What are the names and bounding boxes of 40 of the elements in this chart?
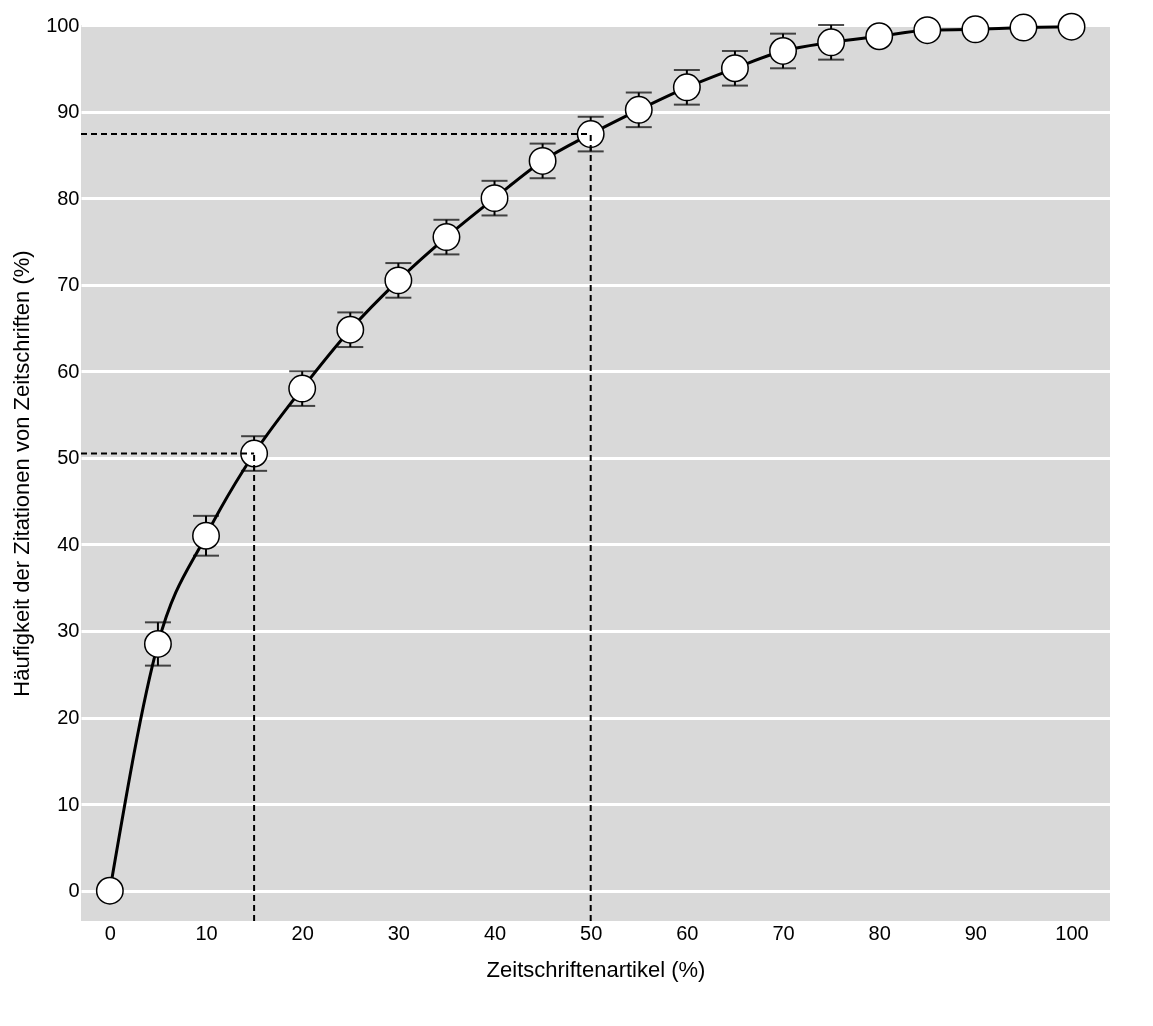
y-tick-label: 0 (68, 879, 80, 902)
y-tick-label: 70 (57, 273, 80, 296)
y-tick-label: 30 (57, 619, 80, 642)
y-tick-label: 10 (57, 792, 80, 815)
point (432, 223, 461, 252)
x-axis-title: Zeitschriftenartikel (%) (486, 956, 706, 982)
point (143, 630, 172, 658)
x-tick-label: 90 (964, 921, 987, 944)
x-tick-label: 50 (580, 921, 603, 944)
point (1009, 13, 1038, 42)
point (528, 146, 557, 175)
point (769, 37, 798, 65)
y-tick-label: 80 (57, 186, 80, 209)
point (480, 184, 509, 213)
x-tick-label: 100 (1055, 921, 1089, 944)
point (624, 95, 653, 124)
point (336, 315, 365, 344)
point (95, 876, 124, 905)
y-axis-title: Häufigkeit der Zitationen von Zeitschriften (%) (9, 250, 35, 697)
x-tick-label: 30 (387, 921, 410, 944)
y-tick-label: 50 (57, 446, 80, 469)
x-tick-label: 10 (195, 921, 218, 944)
x-tick-label: 60 (676, 921, 699, 944)
point (576, 120, 605, 149)
x-tick-label: 0 (104, 921, 116, 944)
x-tick-label: 70 (772, 921, 795, 944)
y-tick-label: 90 (57, 100, 80, 123)
point (865, 22, 894, 51)
y-tick-label: 100 (46, 13, 80, 36)
point (192, 521, 220, 550)
y-tick-label: 60 (57, 359, 80, 382)
y-tick-label: 20 (57, 706, 80, 729)
x-tick-label: 80 (868, 921, 891, 944)
point (961, 15, 990, 44)
x-tick-label: 20 (291, 921, 314, 944)
y-tick-label: 40 (57, 532, 80, 555)
point (720, 54, 749, 83)
point (913, 16, 942, 45)
point (1057, 12, 1086, 41)
x-tick-label: 40 (483, 921, 507, 944)
